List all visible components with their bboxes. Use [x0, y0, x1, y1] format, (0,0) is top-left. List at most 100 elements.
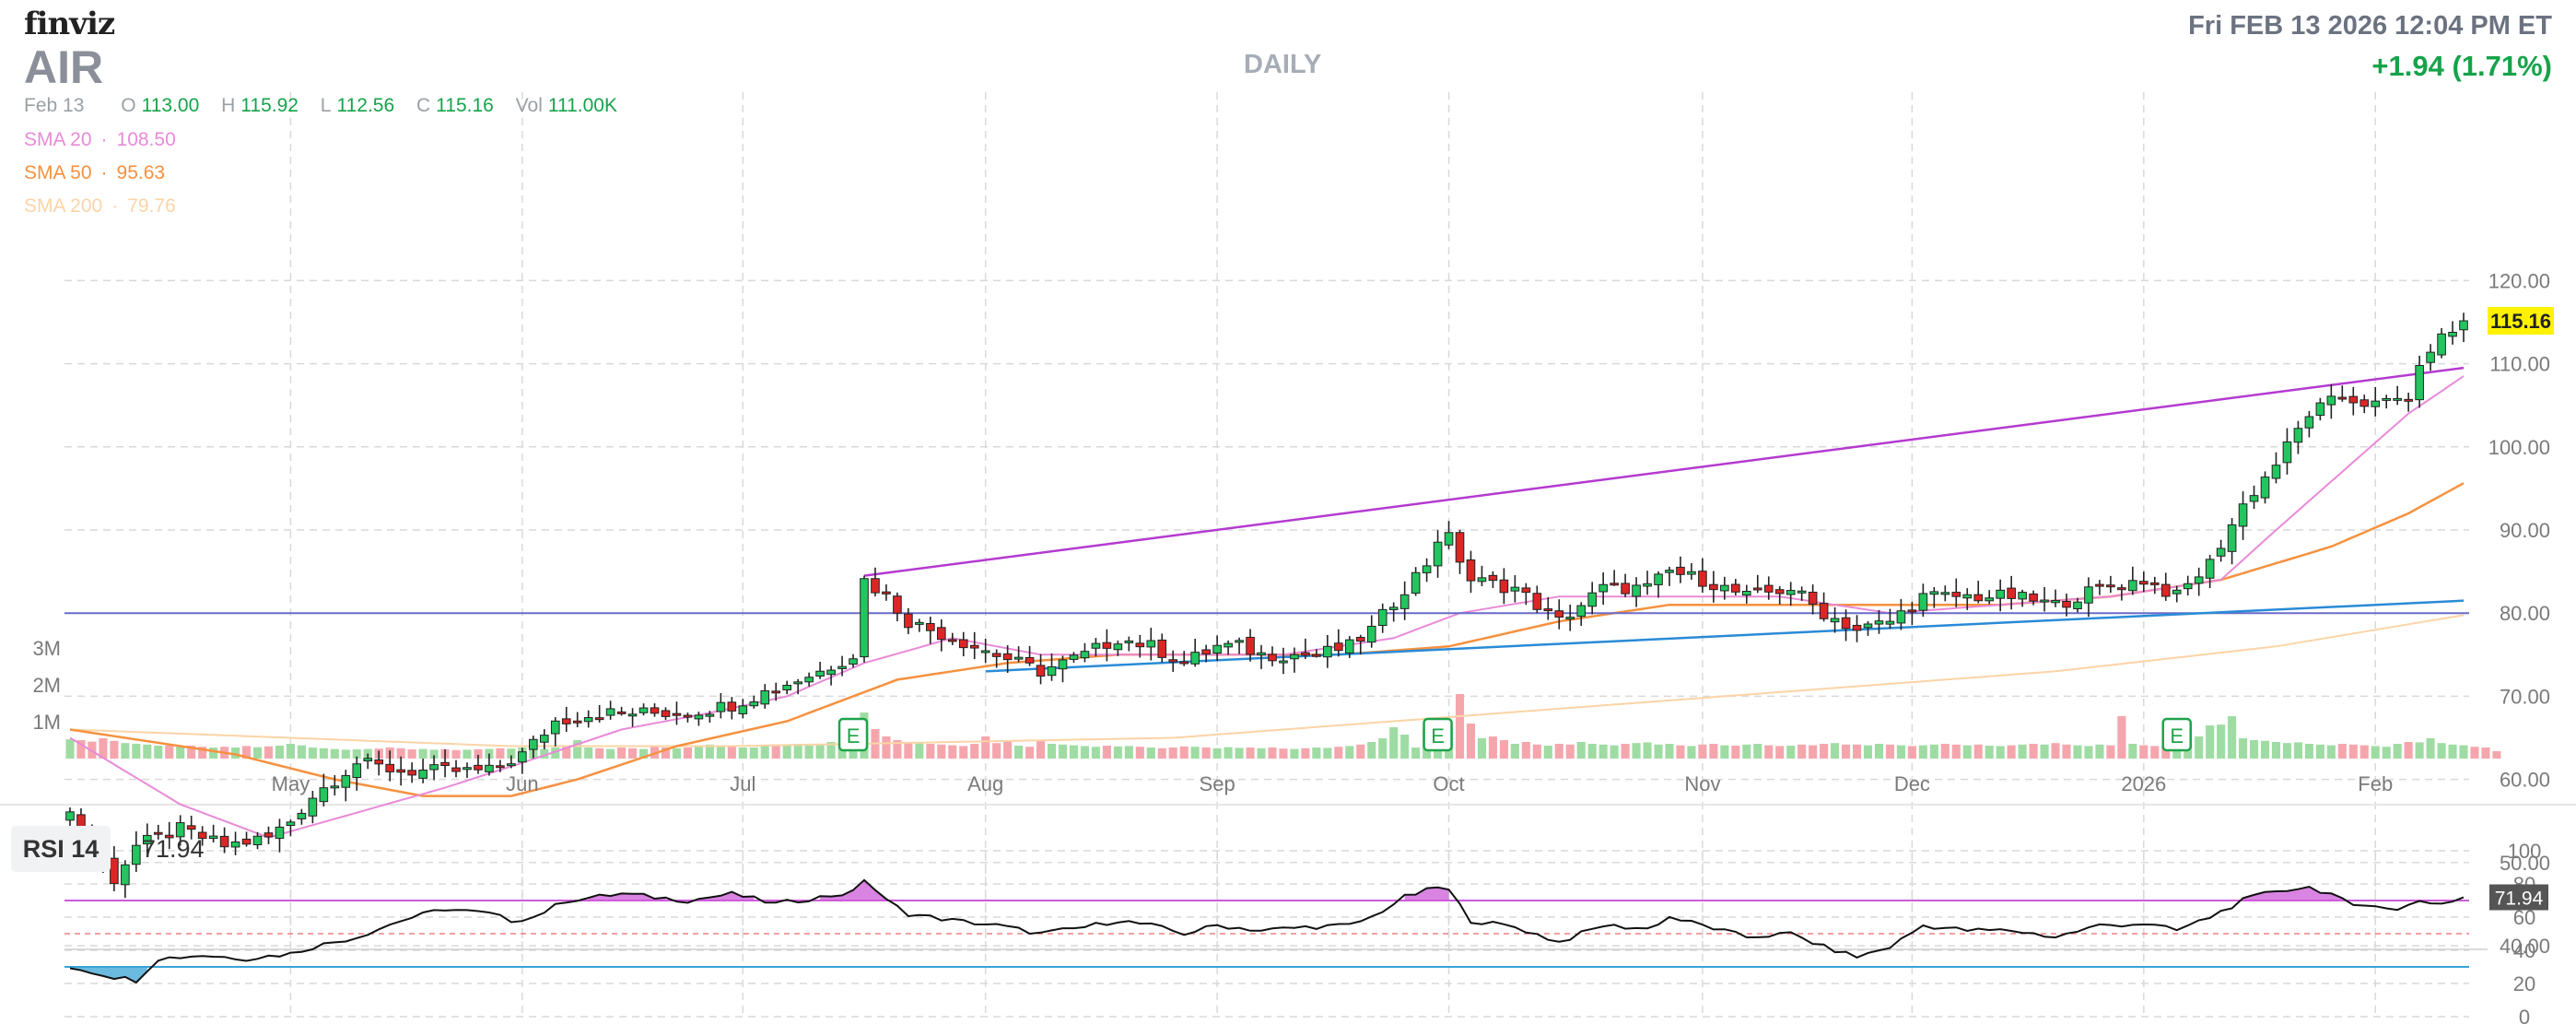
candle	[197, 826, 207, 846]
rsi-oversold-fill	[69, 967, 147, 983]
timeframe-label[interactable]: DAILY	[1244, 50, 1322, 79]
candle-body	[1763, 584, 1774, 593]
candle-body	[926, 622, 935, 631]
candle-body	[1587, 592, 1597, 607]
candle-body	[1113, 643, 1123, 651]
candle-body	[2415, 365, 2424, 401]
candle-body	[1190, 652, 1200, 665]
candle-body	[2448, 332, 2457, 337]
volume-bars	[65, 694, 2501, 759]
finviz-logo[interactable]: finviz	[24, 6, 115, 42]
candle	[407, 762, 416, 783]
candle-body	[871, 578, 880, 594]
candle-body	[958, 639, 968, 649]
candle	[1268, 646, 1277, 666]
volume-bar	[418, 748, 427, 759]
candle-body	[110, 857, 119, 885]
candle	[760, 684, 770, 709]
candle	[2448, 321, 2457, 345]
candle	[1466, 550, 1476, 594]
candle	[1301, 638, 1310, 659]
candle-body	[252, 835, 263, 846]
candle-body	[1301, 652, 1310, 656]
candle	[2371, 386, 2381, 417]
candle-body	[1774, 589, 1785, 595]
candle-body	[1002, 653, 1013, 661]
candle-body	[2194, 576, 2204, 584]
candle-body	[241, 838, 252, 845]
candle-body	[2393, 397, 2402, 401]
candle	[771, 682, 781, 701]
candle	[849, 653, 858, 668]
volume-bar	[2062, 744, 2071, 759]
candle-body	[1080, 651, 1090, 659]
candle-body	[451, 767, 461, 772]
candle	[474, 754, 483, 774]
volume-bar	[2271, 742, 2281, 759]
volume-bar	[1973, 744, 1983, 759]
candle-body	[463, 767, 472, 771]
candle-body	[1290, 653, 1299, 660]
candle	[2062, 594, 2071, 617]
candle-body	[429, 764, 439, 771]
candle	[286, 819, 296, 837]
sma50-legend[interactable]: SMA 50 · 95.63	[24, 162, 166, 183]
candle	[2160, 572, 2171, 601]
volume-bar	[959, 746, 968, 759]
candle-body	[1323, 645, 1332, 658]
candle	[1720, 576, 1729, 600]
volume-bar	[2018, 744, 2027, 759]
candle	[1235, 637, 1244, 654]
candle-body	[1257, 652, 1266, 656]
candle	[2205, 554, 2215, 589]
candle	[1399, 581, 1410, 620]
candle	[893, 592, 902, 622]
candle	[2326, 383, 2336, 419]
volume-bar	[1951, 744, 1961, 759]
volume-bar	[1246, 748, 1255, 759]
volume-bar	[1742, 744, 1751, 759]
candle	[2382, 394, 2392, 409]
candle-body	[2149, 582, 2160, 585]
date-tick-label: Nov	[1684, 772, 1720, 795]
volume-bar	[2206, 725, 2215, 759]
sma20-legend[interactable]: SMA 20 · 108.50	[24, 129, 176, 150]
candle	[991, 649, 1001, 668]
candle	[463, 762, 472, 778]
price-tick-label: 60.00	[2500, 769, 2550, 792]
candle	[208, 824, 218, 843]
sma200-legend[interactable]: SMA 200 · 79.76	[24, 195, 176, 217]
volume-bar	[1488, 736, 1497, 759]
candle-body	[605, 708, 615, 716]
candle-body	[672, 712, 682, 716]
candle	[1157, 633, 1167, 663]
volume-bar	[1279, 748, 1288, 759]
candle	[793, 678, 802, 695]
rsi-indicator-label[interactable]: RSI 14	[11, 826, 111, 872]
candle	[1047, 653, 1057, 681]
candle	[429, 755, 439, 781]
candle-body	[352, 763, 362, 779]
volume-bar	[2161, 746, 2171, 759]
volume-bar	[1918, 745, 1927, 759]
candle	[1102, 629, 1112, 662]
candle	[1334, 629, 1343, 657]
volume-bar	[2282, 743, 2292, 759]
volume-value: 111.00K	[547, 95, 617, 116]
candle	[627, 708, 638, 727]
candle	[882, 584, 891, 601]
candle	[1621, 573, 1630, 597]
candle	[1565, 604, 1575, 631]
volume-bar	[2426, 738, 2435, 759]
candle	[980, 639, 990, 664]
volume-bar	[760, 746, 769, 759]
price-tick-label: 50.00	[2500, 852, 2550, 875]
volume-bar	[1378, 738, 1388, 759]
candle	[1763, 576, 1774, 600]
candle-body	[1752, 587, 1762, 591]
candle-body	[2348, 395, 2359, 404]
volume-bar	[2029, 744, 2038, 759]
candle	[1124, 636, 1134, 652]
candle-body	[164, 834, 174, 839]
candle	[605, 700, 615, 720]
